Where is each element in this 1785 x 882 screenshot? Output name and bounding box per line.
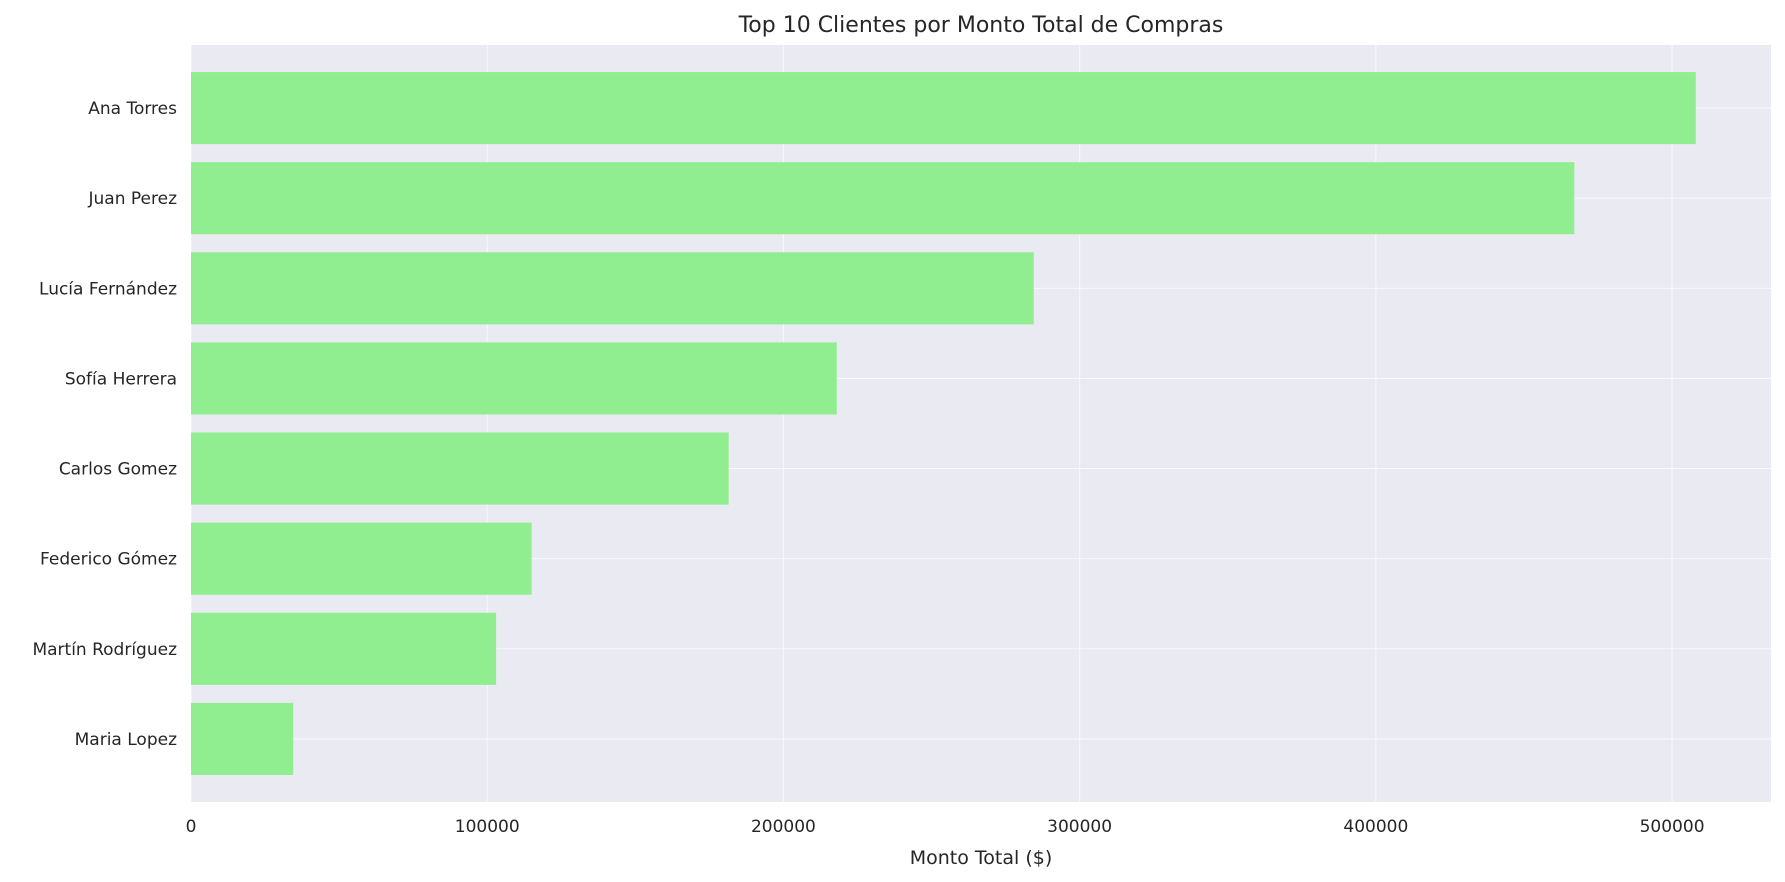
x-tick-label: 200000 xyxy=(751,817,816,837)
bar xyxy=(191,72,1696,145)
bar xyxy=(191,342,837,415)
x-tick-labels: 0 100000 200000 300000 400000 500000 xyxy=(186,817,1705,837)
y-tick-label: Sofía Herrera xyxy=(65,369,177,389)
y-tick-label: Ana Torres xyxy=(88,99,177,119)
bar xyxy=(191,432,729,505)
bar xyxy=(191,612,497,685)
x-tick-label: 400000 xyxy=(1343,817,1408,837)
plot-area xyxy=(191,45,1771,802)
y-tick-label: Juan Perez xyxy=(88,189,178,209)
y-tick-label: Martín Rodríguez xyxy=(32,640,177,660)
y-tick-label: Carlos Gomez xyxy=(59,460,177,480)
bar xyxy=(191,252,1034,325)
y-tick-label: Federico Gómez xyxy=(40,550,177,570)
bar xyxy=(191,702,294,775)
chart-title: Top 10 Clientes por Monto Total de Compr… xyxy=(738,13,1224,38)
bar xyxy=(191,162,1575,235)
y-tick-label: Maria Lopez xyxy=(75,730,177,750)
x-axis-label: Monto Total ($) xyxy=(910,847,1053,869)
x-tick-label: 0 xyxy=(186,817,197,837)
x-tick-label: 300000 xyxy=(1047,817,1112,837)
x-tick-label: 100000 xyxy=(455,817,520,837)
bar xyxy=(191,522,532,595)
y-tick-label: Lucía Fernández xyxy=(39,279,177,299)
y-tick-labels: Ana Torres Juan Perez Lucía Fernández Sofía… xyxy=(32,99,177,750)
x-tick-label: 500000 xyxy=(1640,817,1705,837)
bars xyxy=(191,72,1696,775)
